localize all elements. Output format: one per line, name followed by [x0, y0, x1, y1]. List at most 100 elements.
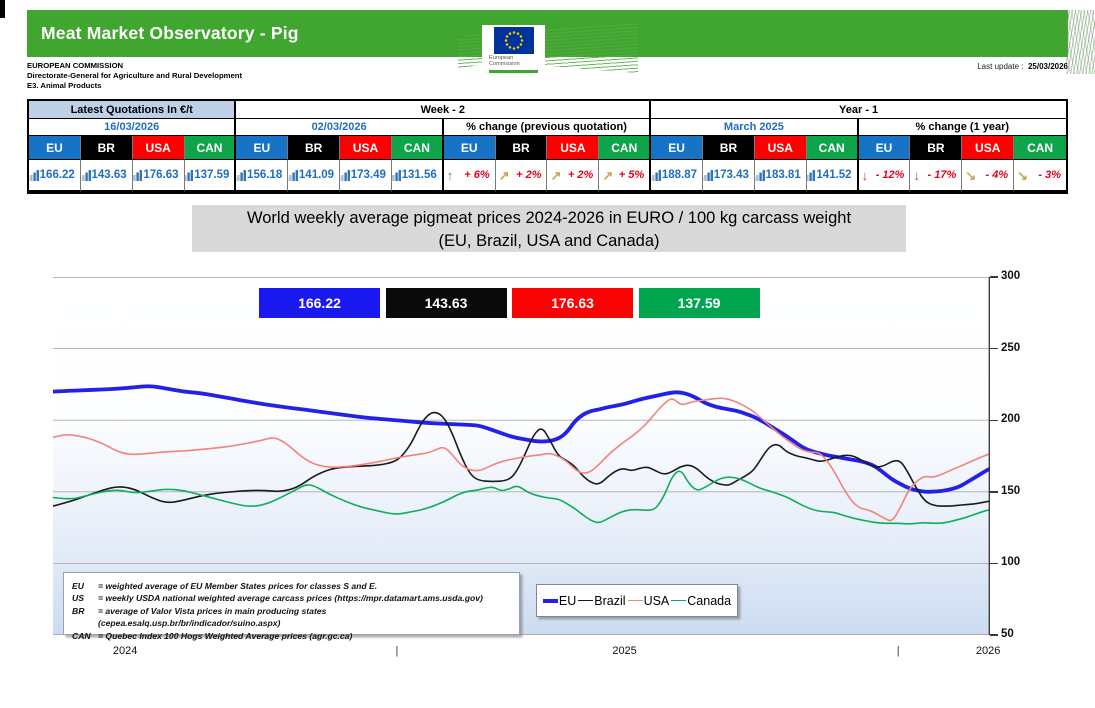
footnote-code: CAN [72, 630, 91, 641]
legend-label: Brazil [594, 593, 626, 608]
footnote-line: EU = weighted average of EU Member States… [72, 580, 511, 592]
chart-title-line2: (EU, Brazil, USA and Canada) [438, 231, 660, 250]
table-subheader: 02/03/2026 [236, 119, 444, 136]
quote-value: 176.63 [143, 169, 179, 181]
country-header-eu: EU [236, 136, 289, 160]
y-axis-tick [990, 634, 998, 636]
badge-row: 166.22 143.63 176.63 137.59 [259, 288, 779, 318]
country-header-eu: EU [858, 136, 911, 160]
quote-cell: 183.81 [754, 160, 807, 192]
trend-se-arrow-icon: ↘ [965, 167, 977, 183]
last-update: Last update : 25/03/2026 [818, 62, 1068, 71]
quote-cell: 176.63 [132, 160, 185, 192]
quote-value: 141.52 [816, 169, 852, 181]
logo-decoration-left [458, 31, 482, 69]
quote-value: 141.09 [298, 169, 335, 181]
chart-title: World weekly average pigmeat prices 2024… [192, 205, 906, 252]
quotes-table: Latest Quotations In €/t Week - 2 Year - 1… [27, 99, 1068, 194]
mini-bars-icon [184, 169, 194, 181]
footnote-text: = weekly USDA national weighted average … [98, 593, 483, 604]
org-block: EUROPEAN COMMISSION Directorate-General … [27, 61, 242, 90]
country-header-eu: EU [443, 136, 496, 160]
trend-up-arrow-icon: ↑ [446, 167, 454, 183]
mini-bars-icon [703, 169, 713, 181]
quote-value: 156.18 [247, 169, 283, 181]
country-header-br: BR [495, 136, 548, 160]
quote-value: 131.56 [401, 169, 437, 181]
logo-green-rule [489, 69, 538, 73]
country-header-can: CAN [1014, 136, 1066, 160]
table-group-header: Latest Quotations In €/t [29, 101, 237, 119]
pct-value: + 5% [618, 169, 645, 181]
trend-ne-arrow-icon: ↗ [498, 167, 510, 183]
pct-change-cell: ↑ + 6% [443, 160, 496, 192]
quote-value: 173.43 [713, 169, 749, 181]
country-header-br: BR [703, 136, 755, 160]
series-value-badge: 176.63 [512, 288, 633, 318]
price-chart [53, 277, 990, 635]
quote-cell: 156.18 [236, 160, 289, 192]
pct-change-cell: ↓ - 17% [910, 160, 963, 192]
footnote-line: CAN = Quebec Index 100 Hogs Weighted Aver… [72, 630, 511, 642]
country-header-eu: EU [29, 136, 81, 160]
mini-bars-icon [132, 169, 143, 181]
logo-decoration-right [545, 23, 638, 73]
quote-cell: 131.56 [391, 160, 444, 192]
legend-label: Canada [687, 593, 732, 608]
legend-item-canada: Canada [671, 594, 731, 608]
footnote-text: = average of Valor Vista prices in main … [98, 605, 327, 629]
pct-change-cell: ↗ + 2% [547, 160, 600, 192]
pct-value: - 17% [927, 169, 957, 181]
quote-cell: 166.22 [29, 160, 81, 192]
legend-item-brazil: Brazil [578, 593, 626, 608]
quote-cell: 141.09 [288, 160, 341, 192]
pct-change-cell: ↗ + 2% [495, 160, 548, 192]
x-axis-year-separator: | [395, 645, 399, 657]
pct-change-cell: ↓ - 12% [858, 160, 911, 192]
legend-swatch [542, 598, 558, 603]
series-value-badge: 137.59 [638, 288, 760, 318]
quote-cell: 173.43 [703, 160, 755, 192]
mini-bars-icon [80, 169, 91, 181]
pct-value: - 3% [1038, 169, 1061, 181]
trend-ne-arrow-icon: ↗ [550, 167, 562, 183]
mini-bars-icon [29, 169, 39, 181]
y-axis-tick [990, 276, 998, 278]
table-subheader: 16/03/2026 [29, 119, 237, 136]
table-group-header: Year - 1 [651, 101, 1066, 119]
mini-bars-icon [651, 169, 661, 181]
y-axis-label: 200 [1001, 413, 1021, 426]
x-axis-year-separator: | [896, 645, 900, 657]
footnote-code: EU [72, 581, 84, 591]
trend-ne-arrow-icon: ↗ [602, 167, 614, 183]
series-line-brazil [53, 411, 990, 507]
legend-item-usa: USA [627, 593, 670, 608]
org-line-2: Directorate-General for Agriculture and … [27, 70, 243, 80]
legend-label: USA [643, 593, 670, 608]
mini-bars-icon [391, 169, 401, 181]
quote-value: 166.22 [39, 169, 75, 181]
pct-change-cell: ↘ - 4% [962, 160, 1015, 192]
x-axis-label: 2026 [975, 645, 1001, 657]
y-axis-tick [990, 419, 998, 421]
legend-swatch [627, 599, 643, 602]
country-header-can: CAN [391, 136, 444, 160]
eu-flag-stars [504, 31, 523, 50]
y-axis-label: 300 [1001, 270, 1021, 282]
page-title: Meat Market Observatory - Pig [41, 23, 299, 43]
y-axis-label: 100 [1001, 556, 1021, 569]
pct-change-cell: ↗ + 5% [599, 160, 652, 192]
pct-change-cell: ↘ - 3% [1014, 160, 1066, 192]
table-subheader: % change (1 year) [858, 119, 1066, 136]
country-header-can: CAN [599, 136, 652, 160]
mini-bars-icon [288, 169, 298, 181]
quote-cell: 137.59 [184, 160, 237, 192]
trend-down-arrow-icon: ↓ [913, 167, 920, 183]
legend-label: EU [558, 593, 577, 608]
quote-value: 188.87 [661, 169, 698, 181]
org-line-1: EUROPEAN COMMISSION [27, 61, 124, 70]
org-line-3: E3. Animal Products [27, 80, 102, 90]
chart-title-line1: World weekly average pigmeat prices 2024… [246, 209, 852, 227]
series-value-badge: 143.63 [385, 288, 507, 318]
last-update-value: 25/03/2026 [1027, 62, 1068, 71]
